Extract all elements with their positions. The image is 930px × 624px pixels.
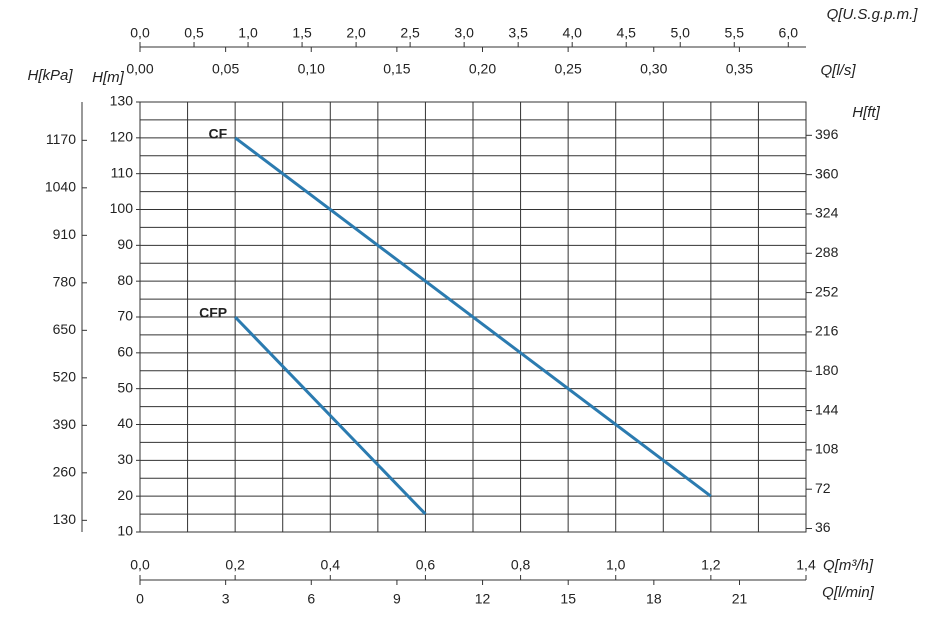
- kpa-tick-label: 260: [53, 464, 77, 480]
- lmin-axis-title: Q[l/min]: [822, 584, 875, 601]
- x-tick-label: 1,0: [606, 557, 626, 573]
- gpm-tick-label: 5,0: [670, 25, 690, 41]
- y-tick-label: 40: [117, 415, 133, 431]
- x-tick-label: 0,8: [511, 557, 531, 573]
- kpa-tick-label: 130: [53, 511, 77, 527]
- ft-tick-label: 108: [815, 441, 839, 457]
- ft-tick-label: 288: [815, 244, 839, 260]
- y-tick-label: 120: [110, 129, 134, 145]
- x-tick-label: 0,4: [321, 557, 341, 573]
- ft-tick-label: 360: [815, 165, 839, 181]
- x-tick-label: 0,2: [225, 557, 245, 573]
- kpa-axis-title: H[kPa]: [27, 67, 73, 84]
- ls-tick-label: 0,20: [469, 61, 496, 77]
- kpa-tick-label: 520: [53, 369, 77, 385]
- kpa-tick-label: 390: [53, 416, 77, 432]
- ft-tick-label: 324: [815, 205, 839, 221]
- lmin-tick-label: 3: [222, 591, 230, 607]
- lmin-tick-label: 15: [560, 591, 576, 607]
- kpa-tick-label: 1170: [46, 131, 76, 147]
- y-axis-title: H[m]: [92, 69, 124, 86]
- ft-tick-label: 252: [815, 283, 839, 299]
- gpm-tick-label: 2,0: [346, 25, 366, 41]
- y-tick-label: 110: [111, 164, 134, 180]
- gpm-tick-label: 1,5: [292, 25, 312, 41]
- ft-tick-label: 72: [815, 480, 831, 496]
- ls-tick-label: 0,35: [726, 61, 753, 77]
- gpm-tick-label: 3,0: [454, 25, 474, 41]
- ft-tick-label: 180: [815, 362, 839, 378]
- ft-tick-label: 144: [815, 401, 839, 417]
- ft-tick-label: 396: [815, 126, 839, 142]
- ft-axis-title: H[ft]: [852, 104, 880, 121]
- y-tick-label: 20: [117, 487, 133, 503]
- x-tick-label: 0,0: [130, 557, 150, 573]
- series-label: CF: [208, 126, 227, 142]
- lmin-tick-label: 9: [393, 591, 401, 607]
- y-tick-label: 80: [117, 272, 133, 288]
- gpm-tick-label: 4,5: [616, 25, 636, 41]
- x-tick-label: 1,2: [701, 557, 721, 573]
- lmin-tick-label: 18: [646, 591, 662, 607]
- y-tick-label: 50: [117, 379, 133, 395]
- gpm-tick-label: 0,5: [184, 25, 204, 41]
- gpm-tick-label: 1,0: [238, 25, 258, 41]
- ls-tick-label: 0,15: [383, 61, 410, 77]
- ls-tick-label: 0,10: [298, 61, 325, 77]
- gpm-tick-label: 2,5: [400, 25, 420, 41]
- ls-tick-label: 0,00: [126, 61, 153, 77]
- y-tick-label: 130: [110, 93, 134, 109]
- ls-tick-label: 0,25: [555, 61, 582, 77]
- y-tick-label: 60: [117, 344, 133, 360]
- kpa-tick-label: 650: [53, 321, 77, 337]
- lmin-tick-label: 0: [136, 591, 144, 607]
- y-tick-label: 70: [117, 308, 133, 324]
- y-tick-label: 30: [117, 451, 133, 467]
- x-tick-label: 1,4: [796, 557, 816, 573]
- ft-tick-label: 216: [815, 323, 839, 339]
- x-tick-label: 0,6: [416, 557, 436, 573]
- ls-tick-label: 0,30: [640, 61, 667, 77]
- lmin-tick-label: 21: [732, 591, 748, 607]
- y-tick-label: 10: [117, 523, 133, 539]
- gpm-tick-label: 0,0: [130, 25, 150, 41]
- gpm-tick-label: 3,5: [508, 25, 528, 41]
- ls-tick-label: 0,05: [212, 61, 239, 77]
- gpm-tick-label: 4,0: [562, 25, 582, 41]
- ls-axis-title: Q[l/s]: [820, 62, 856, 79]
- gpm-tick-label: 6,0: [779, 25, 799, 41]
- gpm-axis-title: Q[U.S.g.p.m.]: [827, 6, 919, 23]
- kpa-tick-label: 1040: [45, 179, 76, 195]
- series-line: [234, 315, 427, 516]
- lmin-tick-label: 12: [475, 591, 491, 607]
- gpm-tick-label: 5,5: [725, 25, 745, 41]
- series-line: [234, 136, 712, 498]
- ft-tick-label: 36: [815, 519, 831, 535]
- x-axis-title: Q[m³/h]: [823, 557, 874, 574]
- y-tick-label: 90: [117, 236, 133, 252]
- kpa-tick-label: 780: [53, 274, 77, 290]
- series-label: CFP: [199, 305, 227, 321]
- y-tick-label: 100: [110, 200, 134, 216]
- kpa-tick-label: 910: [53, 226, 77, 242]
- lmin-tick-label: 6: [307, 591, 315, 607]
